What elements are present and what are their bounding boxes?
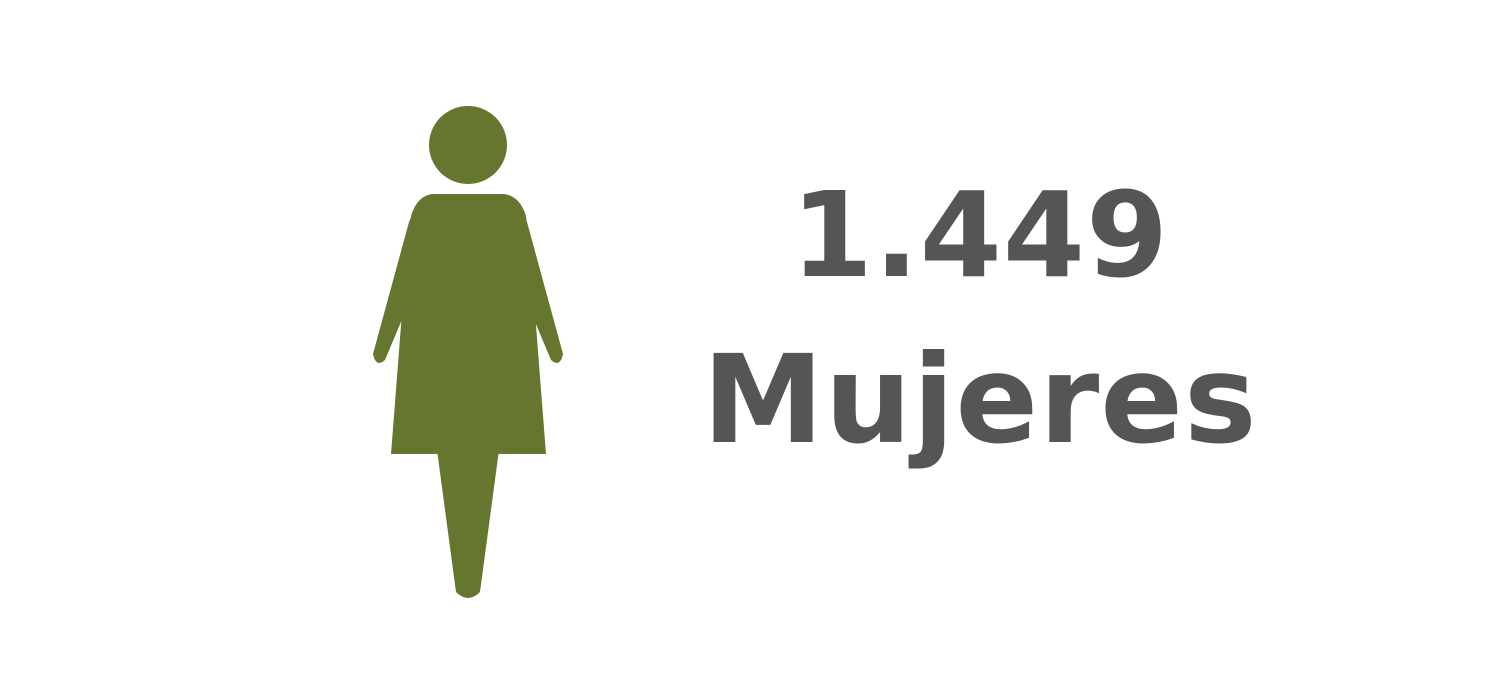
stat-value: 1.449: [790, 166, 1170, 304]
stat-text: 1.449 Mujeres: [660, 160, 1300, 490]
woman-icon: [370, 104, 566, 604]
stat-label: Mujeres: [702, 329, 1258, 471]
